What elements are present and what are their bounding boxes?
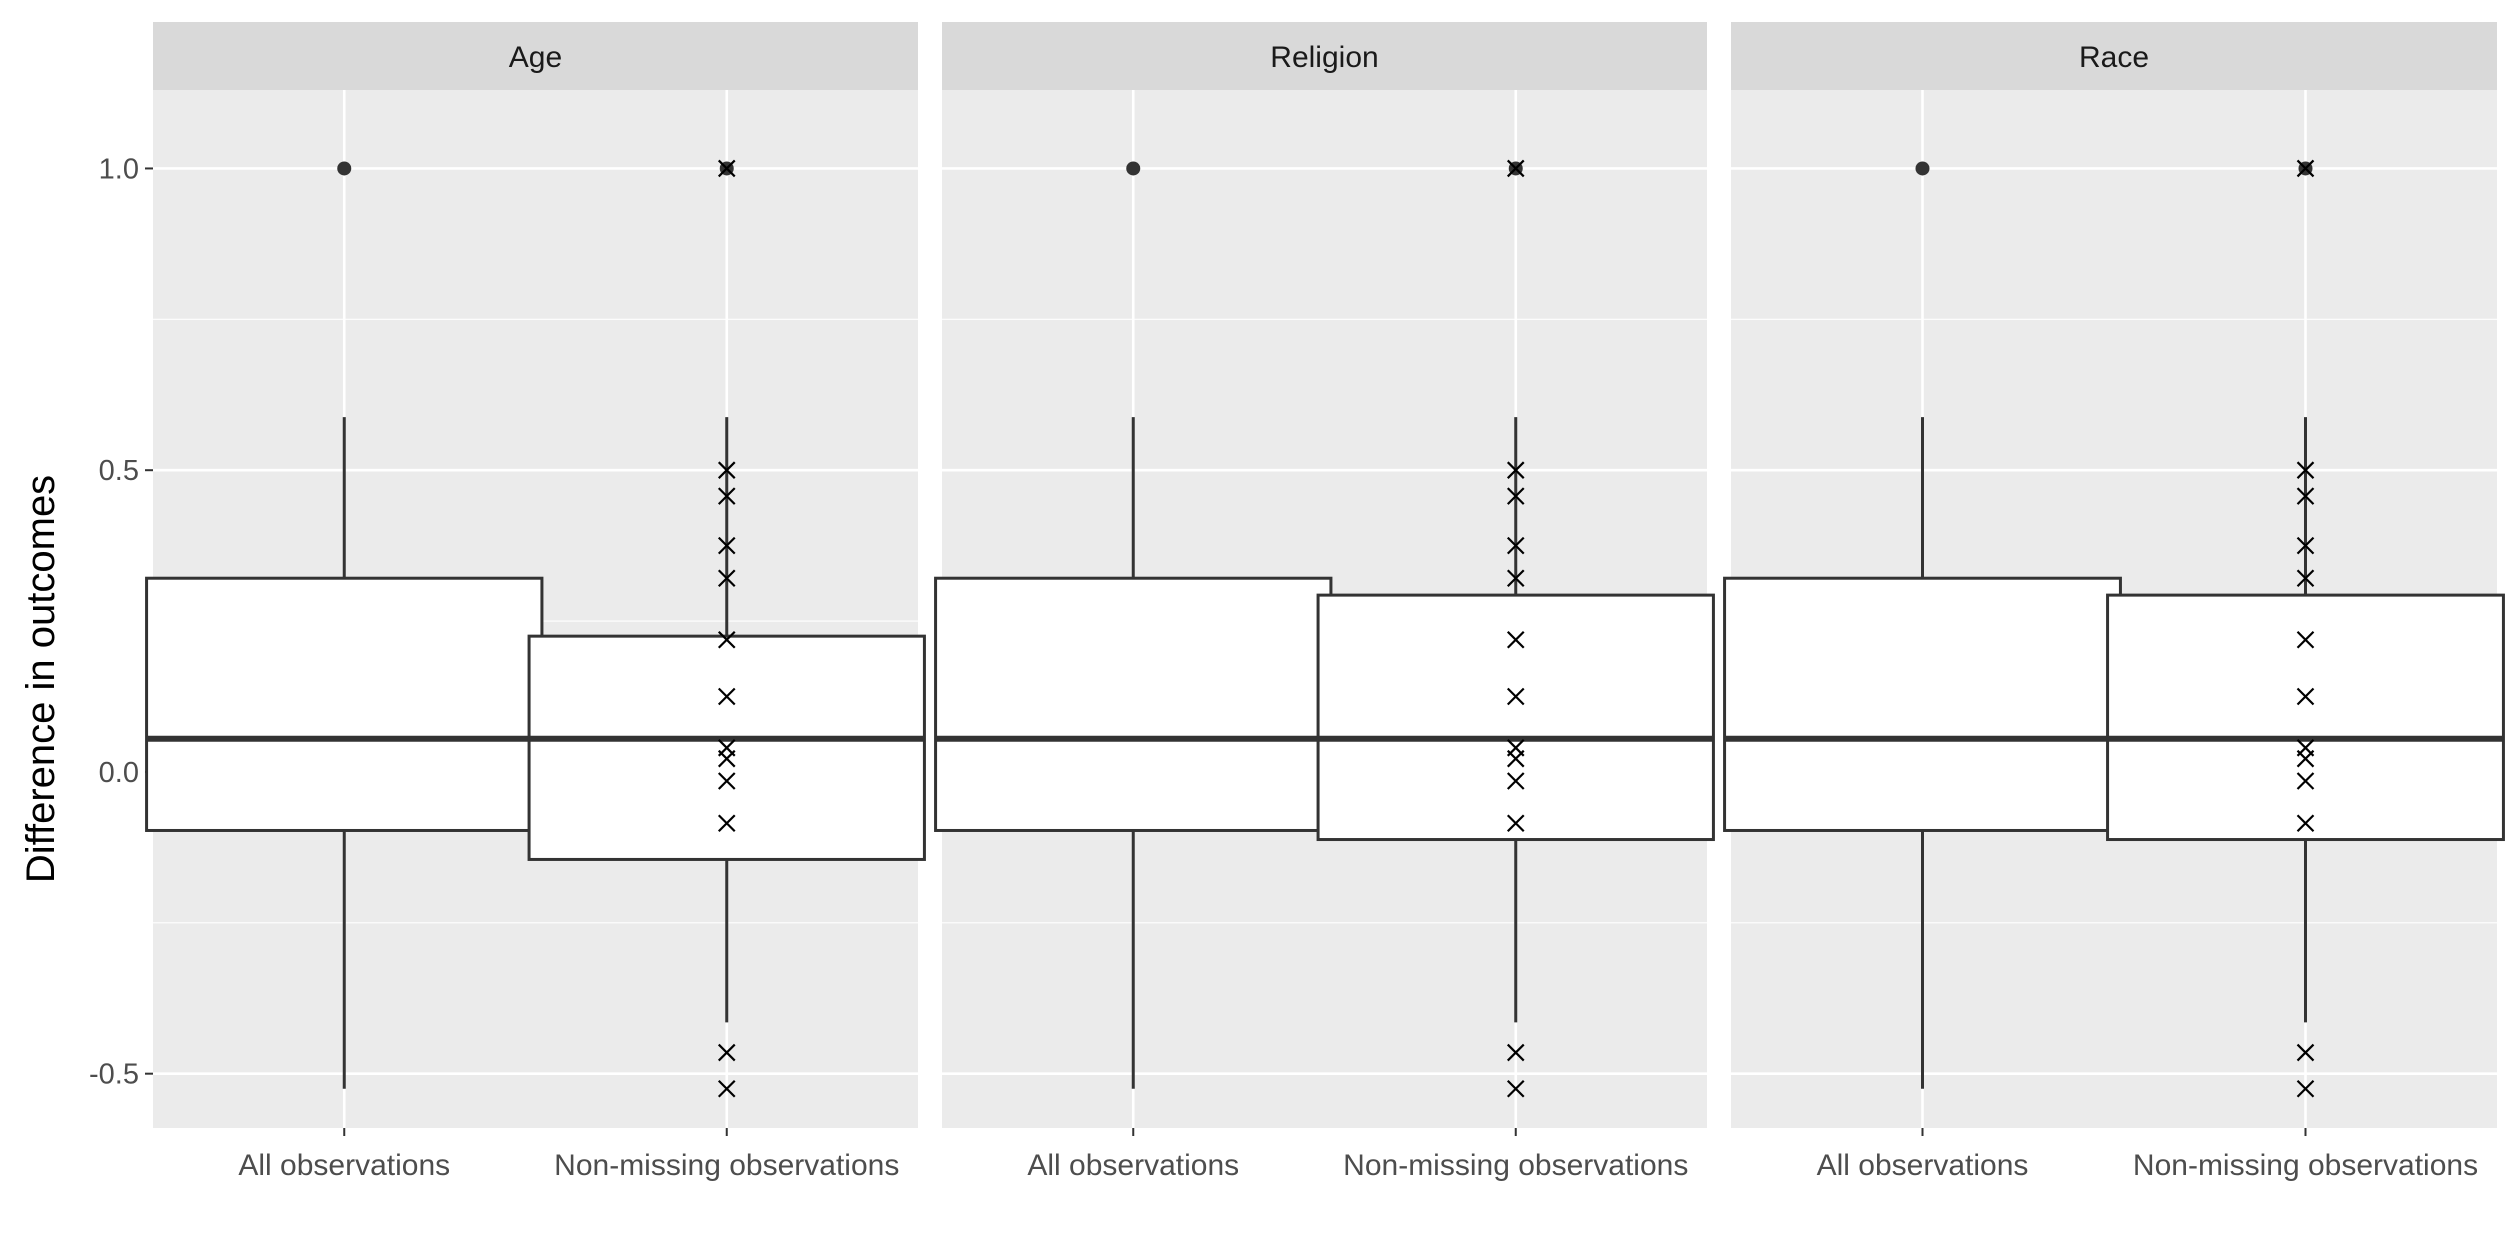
jitter-point: [717, 487, 736, 505]
jitter-point: [1506, 687, 1525, 706]
facet-strip: [942, 22, 1707, 90]
facet-panel-age: Age All observations Non-missing observati…: [145, 22, 926, 1182]
facet-panels: Age All observations Non-missing observati…: [145, 22, 2505, 1182]
jitter-point: [2296, 814, 2315, 833]
facet-strip: [1731, 22, 2497, 90]
jitter-point: [2296, 536, 2315, 555]
box-non-missing-observations: [2106, 161, 2505, 1023]
jitter-point: [1506, 159, 1525, 178]
y-tick-label: -0.5: [89, 1059, 139, 1091]
jitter-point: [1506, 487, 1525, 505]
jitter-point: [1506, 749, 1525, 768]
y-axis-title: Difference in outcomes: [19, 475, 63, 883]
jitter-point: [717, 159, 736, 178]
facet-panel-religion: Religion All observations Non-missing obse…: [934, 22, 1715, 1182]
jitter-point: [1506, 1079, 1525, 1098]
jitter-point: [1506, 631, 1525, 649]
outlier-point: [337, 161, 352, 176]
jitter-point: [2296, 1043, 2315, 1062]
box-body: [934, 576, 1333, 832]
jitter-point: [717, 1079, 736, 1098]
jitter-point: [1506, 772, 1525, 790]
jitter-point: [717, 814, 736, 833]
jitter-point: [717, 1043, 736, 1062]
jitter-point: [2296, 461, 2315, 479]
jitter-point: [2296, 569, 2315, 587]
facet-label: Religion: [1270, 41, 1378, 74]
jitter-point: [717, 569, 736, 587]
jitter-point: [717, 461, 736, 479]
jitter-point: [717, 687, 736, 706]
jitter-point: [2296, 687, 2315, 706]
jitter-point: [2296, 1079, 2315, 1098]
jitter-point: [1506, 814, 1525, 833]
facet-label: Age: [509, 41, 562, 74]
jitter-point: [1506, 461, 1525, 479]
y-tick-label: 0.0: [99, 757, 139, 789]
jitter-point: [2296, 487, 2315, 505]
jitter-point: [717, 772, 736, 790]
facet-label: Race: [2079, 41, 2149, 74]
facet-strip: [153, 22, 918, 90]
x-tick-label: All observations: [1817, 1149, 2029, 1182]
jitter-point: [2296, 772, 2315, 790]
x-tick-label: Non-missing observations: [1343, 1149, 1688, 1182]
y-tick-label: 1.0: [99, 153, 139, 185]
jitter-point: [2296, 159, 2315, 178]
box-body: [1723, 576, 2122, 832]
y-axis: -0.5 0.0 0.5 1.0: [89, 153, 153, 1091]
jitter-point: [1506, 569, 1525, 587]
jitter-point: [717, 749, 736, 768]
facet-panel-race: Race All observations Non-missing observat…: [1723, 22, 2505, 1182]
box-body: [1316, 593, 1715, 842]
jitter-point: [2296, 631, 2315, 649]
box-non-missing-observations: [1316, 161, 1715, 1023]
jitter-point: [1506, 536, 1525, 555]
jitter-point: [717, 631, 736, 649]
jitter-point: [717, 536, 736, 555]
y-tick-label: 0.5: [99, 455, 139, 487]
outlier-point: [1915, 161, 1930, 176]
jitter-point: [2296, 749, 2315, 768]
outlier-point: [1126, 161, 1141, 176]
box-body: [145, 576, 544, 832]
x-tick-label: Non-missing observations: [2133, 1149, 2478, 1182]
x-tick-label: Non-missing observations: [554, 1149, 899, 1182]
x-tick-label: All observations: [238, 1149, 450, 1182]
jitter-point: [1506, 1043, 1525, 1062]
box-all-observations: [145, 161, 544, 1089]
x-tick-label: All observations: [1027, 1149, 1239, 1182]
box-body: [2106, 593, 2505, 842]
